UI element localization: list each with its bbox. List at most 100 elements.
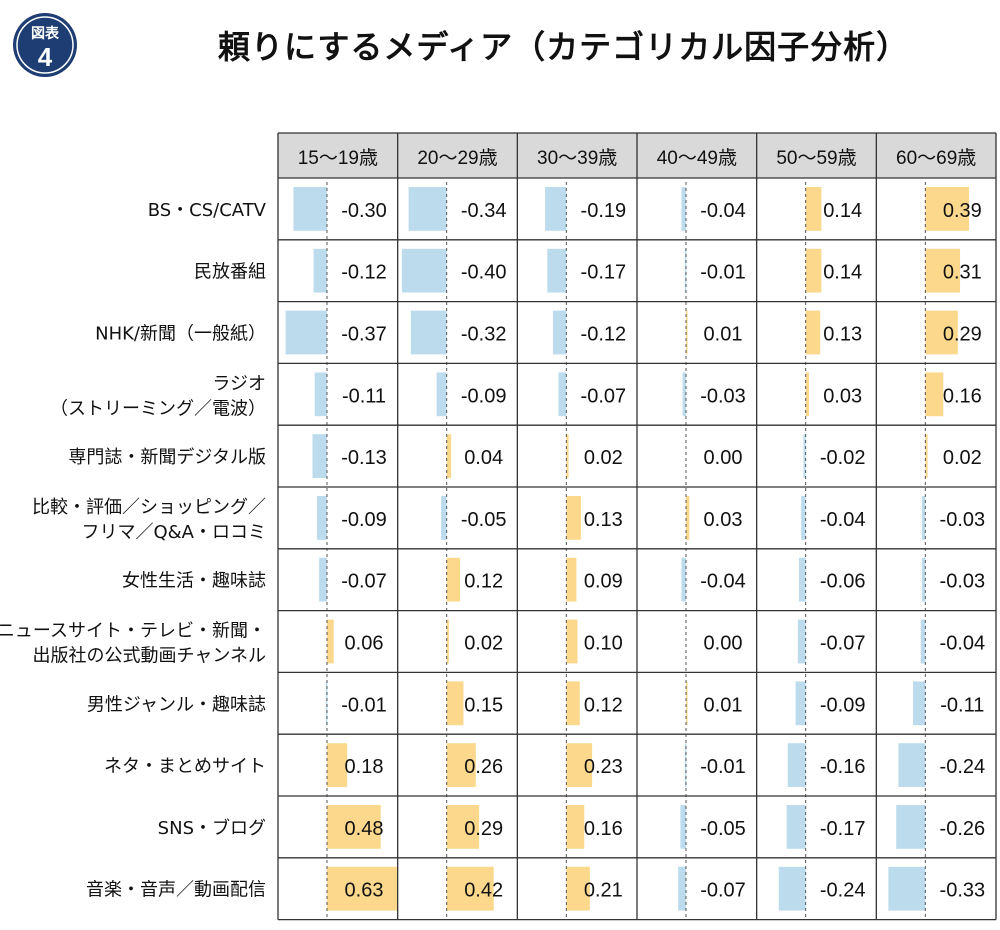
bar <box>913 681 926 726</box>
bar <box>925 248 961 293</box>
bar <box>446 434 452 478</box>
value-label: 0.31 <box>943 262 982 284</box>
value-label: -0.03 <box>940 509 986 531</box>
value-label: -0.19 <box>581 200 627 222</box>
bar <box>293 187 327 231</box>
value-label: -0.05 <box>700 818 746 840</box>
bar <box>795 681 806 726</box>
bar <box>682 372 686 417</box>
value-label: 0.01 <box>704 324 743 346</box>
value-label: 0.12 <box>584 694 623 716</box>
value-label: 0.29 <box>464 818 503 840</box>
bar <box>925 434 928 478</box>
bar <box>319 557 327 602</box>
row-label: （ストリーミング／電波） <box>50 398 266 419</box>
bar <box>805 310 821 355</box>
value-label: -0.04 <box>820 509 866 531</box>
bar <box>327 619 334 664</box>
row-label: 専門誌・新聞デジタル版 <box>68 447 266 468</box>
value-label: 0.02 <box>584 447 623 469</box>
value-label: 0.00 <box>704 633 743 655</box>
value-label: -0.07 <box>700 880 746 902</box>
bar <box>797 619 806 664</box>
bar <box>285 310 327 355</box>
value-label: 0.12 <box>464 571 503 593</box>
value-label: -0.09 <box>341 509 387 531</box>
badge-ring <box>16 16 74 74</box>
bar <box>313 248 327 293</box>
bar <box>925 372 944 417</box>
value-label: -0.07 <box>341 571 387 593</box>
value-label: -0.09 <box>461 385 507 407</box>
row-label: SNS・ブログ <box>158 817 266 839</box>
row-label: BS・CS/CATV <box>148 200 267 221</box>
bar <box>805 372 810 417</box>
value-label: 0.02 <box>943 447 982 469</box>
bar <box>566 496 581 540</box>
bar <box>680 805 686 849</box>
value-label: -0.32 <box>461 324 507 346</box>
value-label: -0.02 <box>820 447 866 469</box>
bar <box>316 496 327 540</box>
bar <box>446 619 449 664</box>
bar <box>545 187 567 231</box>
bar <box>446 805 480 849</box>
bar <box>446 866 494 911</box>
value-label: -0.01 <box>341 694 387 716</box>
value-label: -0.12 <box>581 324 627 346</box>
value-label: -0.11 <box>342 385 386 407</box>
bar <box>312 434 327 478</box>
bar <box>408 187 447 231</box>
value-label: 0.13 <box>823 324 862 346</box>
bar <box>684 248 687 293</box>
value-label: 0.01 <box>704 694 743 716</box>
value-label: -0.13 <box>341 447 387 469</box>
value-label: 0.14 <box>823 200 862 222</box>
value-label: 0.42 <box>464 880 503 902</box>
value-label: -0.11 <box>940 694 984 716</box>
value-label: -0.06 <box>820 571 866 593</box>
row-label: 出版社の公式動画チャンネル <box>33 646 266 667</box>
value-label: -0.24 <box>820 880 866 902</box>
value-label: -0.24 <box>940 756 986 778</box>
value-label: 0.15 <box>464 694 503 716</box>
bar <box>446 557 461 602</box>
bar <box>786 805 806 849</box>
bar <box>441 496 447 540</box>
row-label: 女性生活・趣味誌 <box>122 571 266 592</box>
value-label: 0.63 <box>345 880 384 902</box>
row-label: NHK/新聞（一般紙） <box>95 324 266 345</box>
value-label: 0.21 <box>584 880 623 902</box>
bar <box>436 372 447 417</box>
value-label: 0.09 <box>584 571 623 593</box>
bar <box>920 619 926 664</box>
bar <box>896 805 926 849</box>
badge-number: 4 <box>38 42 53 72</box>
value-label: 0.06 <box>345 633 384 655</box>
row-label: 音楽・音声／動画配信 <box>86 880 266 901</box>
bar <box>925 310 958 355</box>
value-label: -0.01 <box>700 756 746 778</box>
bar <box>805 248 822 293</box>
bar <box>566 681 580 726</box>
value-label: 0.16 <box>584 818 623 840</box>
row-label: ラジオ <box>212 373 266 394</box>
bar <box>327 805 381 849</box>
bar <box>921 557 926 602</box>
figure-badge: 図表 4 <box>10 10 100 100</box>
bar <box>410 310 447 355</box>
bar <box>327 743 348 787</box>
value-label: 0.23 <box>584 756 623 778</box>
row-label: ニュースサイト・テレビ・新聞・ <box>0 621 266 642</box>
bar <box>686 310 688 355</box>
value-label: -0.12 <box>341 262 387 284</box>
bar <box>798 557 806 602</box>
value-label: -0.01 <box>700 262 746 284</box>
row-label: フリマ／Q&A・ロコミ <box>81 522 266 543</box>
bar <box>401 248 447 293</box>
column-header-2: 20～29歳 <box>417 147 497 169</box>
value-label: -0.07 <box>820 633 866 655</box>
value-label: -0.34 <box>461 200 507 222</box>
value-label: 0.03 <box>704 509 743 531</box>
